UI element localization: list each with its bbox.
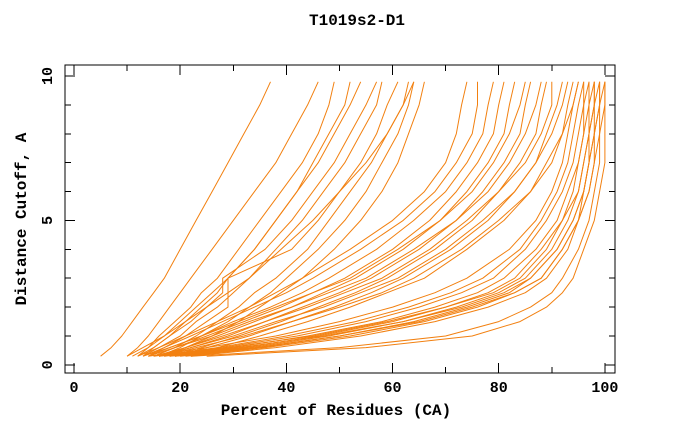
x-tick-label: 100 (591, 380, 618, 397)
series-line (100, 81, 271, 357)
y-tick-label: 5 (40, 216, 57, 225)
series-line (148, 81, 542, 357)
series-line (142, 81, 526, 357)
series-line (153, 81, 553, 357)
series-line (158, 81, 569, 357)
y-tick-label: 0 (40, 360, 57, 369)
x-axis-label: Percent of Residues (CA) (220, 402, 452, 420)
series-line (153, 81, 409, 357)
x-tick-label: 0 (70, 380, 79, 397)
series-line (164, 81, 532, 357)
series-line (164, 81, 579, 357)
series-line (174, 81, 563, 357)
series-line (148, 81, 579, 357)
series-line (148, 81, 399, 357)
series-line (190, 81, 601, 357)
plot-frame (64, 64, 616, 374)
series-line (164, 81, 425, 357)
series-line (164, 81, 590, 357)
series-line (206, 81, 606, 357)
chart-title: T1019s2-D1 (308, 12, 405, 30)
x-tick-label: 20 (171, 380, 189, 397)
series-line (137, 81, 468, 357)
series-line (126, 81, 415, 357)
series-line (126, 81, 319, 357)
series-line (137, 81, 378, 357)
series-line (142, 81, 478, 357)
series-line (190, 81, 606, 357)
series-line (169, 81, 601, 357)
y-tick-label: 10 (40, 67, 57, 85)
series-line (137, 81, 335, 357)
x-tick-label: 80 (490, 380, 508, 397)
series-line (174, 81, 606, 357)
series-line (158, 81, 516, 357)
series-line (158, 81, 595, 357)
series-line (153, 81, 585, 357)
series-line (169, 81, 590, 357)
x-tick-label: 40 (277, 380, 295, 397)
x-tick-label: 60 (384, 380, 402, 397)
series-line (153, 81, 505, 357)
series-line (142, 81, 383, 357)
y-axis-label: Distance Cutoff, A (13, 132, 31, 306)
series-line (158, 81, 585, 357)
series-line (180, 81, 574, 357)
series-line (169, 81, 547, 357)
